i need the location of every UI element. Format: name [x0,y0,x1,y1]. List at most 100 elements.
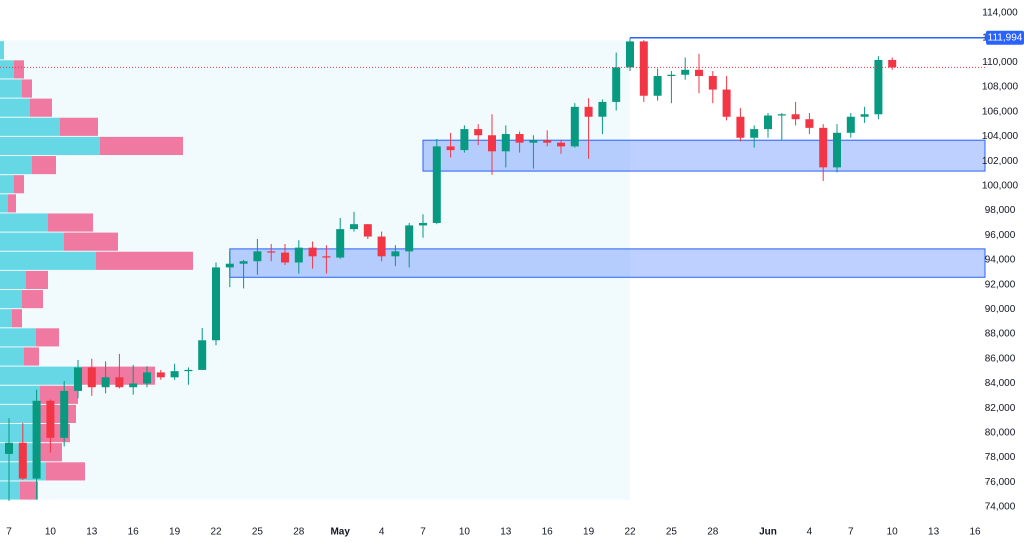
profile-down [22,79,32,98]
candle-body [819,127,828,168]
candle-body [722,89,731,117]
candle-body [846,116,855,133]
profile-down [96,251,193,270]
x-tick-label: 7 [420,527,426,538]
profile-up [0,424,35,443]
candle-body [695,69,703,76]
x-tick-label: 19 [169,527,181,538]
x-tick-label: 10 [887,527,899,538]
candle-body [143,372,151,384]
y-tick-label: 102,000 [982,156,1019,167]
candle-body [653,75,662,96]
y-tick-label: 106,000 [982,106,1019,117]
y-tick-label: 90,000 [985,304,1016,315]
candle-body [791,114,800,120]
candle-body [515,134,524,143]
profile-down [40,404,76,424]
y-tick-label: 76,000 [985,477,1016,488]
candle-body [322,256,331,258]
level-label: 111,994 [988,32,1023,43]
candle-body [860,114,869,117]
profile-up [0,232,64,251]
y-tick-label: 92,000 [985,279,1016,290]
candle-body [888,59,897,68]
candle-body [584,106,593,117]
candle-body [115,377,124,388]
zone [229,248,986,278]
candle-body [363,224,372,237]
profile-down [22,290,43,309]
y-tick-label: 82,000 [985,403,1016,414]
candle-body [543,140,552,143]
profile-down [24,347,39,366]
candle-body [239,261,248,264]
profile-up [0,366,82,385]
y-tick-label: 80,000 [985,428,1016,439]
candle-body [308,247,317,257]
level-label-box [986,30,1024,45]
profile-down [46,462,85,481]
x-tick-label: 16 [969,527,981,538]
candle-body [391,251,400,257]
y-tick-label: 114,000 [982,8,1018,19]
candle-body [777,114,786,116]
profile-down [8,194,16,213]
profile-down [40,385,78,404]
profile-up [0,98,30,117]
y-tick-label: 88,000 [985,329,1016,340]
profile-down [12,309,22,328]
candle-body [60,390,69,438]
candle-body [460,129,469,151]
x-tick-label: 4 [379,527,385,538]
x-tick-label: May [330,527,350,538]
candle-body [184,369,193,372]
profile-up [0,481,20,500]
profile-down [30,98,52,117]
x-tick-label: 7 [848,527,854,538]
profile-up [0,309,12,328]
x-tick-label: 25 [666,527,678,538]
profile-down [26,270,48,290]
profile-up [0,251,96,270]
candle-body [87,367,96,388]
candle-body [612,67,621,102]
candle-body [432,146,441,223]
candle-body [488,135,496,152]
candle-body [667,74,676,76]
y-tick-label: 84,000 [985,378,1016,389]
y-tick-label: 110,000 [982,57,1018,68]
candle-body [708,75,717,90]
candle-body [874,59,883,115]
profile-up [0,41,4,60]
candle-body [529,140,538,143]
x-tick-label: 10 [45,527,57,538]
candle-body [626,41,634,68]
x-tick-label: 28 [707,527,719,538]
candle-body [764,115,772,130]
candle-body [557,142,565,147]
y-tick-label: 96,000 [985,230,1016,241]
profile-down [36,328,59,347]
candle-body [501,134,510,152]
candle-body [833,132,841,168]
profile-down [64,232,118,251]
y-tick-label: 74,000 [985,502,1016,513]
profile-up [0,270,26,290]
candle-body [267,251,276,253]
y-tick-label: 94,000 [985,255,1016,266]
x-tick-label: 22 [210,527,222,538]
candle-body [639,41,648,96]
profile-up [0,60,14,79]
profile-up [0,117,60,136]
candle-body [281,252,289,263]
x-tick-label: 13 [928,527,940,538]
candle-body [570,106,579,147]
y-tick-label: 104,000 [982,131,1019,142]
candle-body [419,222,427,226]
profile-up [0,194,8,213]
candle-body [336,229,345,258]
candle-body [129,383,138,388]
profile-up [0,404,40,424]
